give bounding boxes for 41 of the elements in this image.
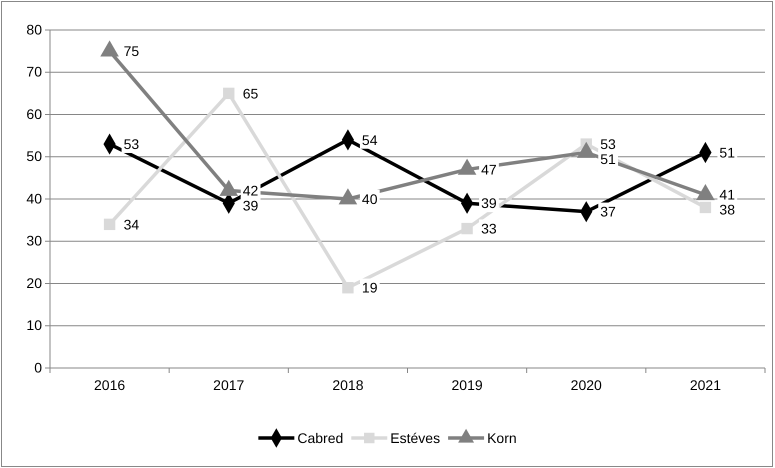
x-tick-label: 2018 — [332, 376, 364, 393]
legend-label: Cabred — [297, 430, 344, 446]
data-label: 47 — [481, 161, 497, 178]
data-label: 39 — [242, 197, 259, 214]
y-tick-label: 30 — [26, 232, 42, 249]
y-tick-label: 20 — [26, 274, 42, 291]
x-tick-label: 2020 — [570, 376, 602, 393]
data-label: 41 — [719, 186, 736, 203]
point — [342, 282, 354, 294]
x-tick-label: 2016 — [94, 376, 126, 393]
data-label: 51 — [600, 150, 616, 167]
data-label: 39 — [481, 195, 497, 212]
data-label: 38 — [719, 202, 736, 218]
x-tick-label: 2017 — [213, 376, 245, 393]
data-label: 19 — [362, 280, 378, 296]
y-tick-label: 0 — [34, 359, 42, 376]
legend-label: Korn — [487, 430, 517, 446]
data-label: 37 — [600, 204, 616, 220]
x-tick-label: 2021 — [690, 376, 722, 393]
data-label: 75 — [124, 43, 140, 60]
data-label: 53 — [600, 136, 616, 152]
y-tick-label: 70 — [26, 64, 42, 80]
data-label: 34 — [124, 216, 140, 232]
point — [700, 202, 712, 214]
y-tick-label: 60 — [26, 106, 42, 122]
y-tick-label: 50 — [26, 148, 42, 164]
data-label: 54 — [362, 132, 378, 148]
data-label: 40 — [362, 190, 378, 207]
data-label: 33 — [481, 220, 497, 236]
point — [104, 218, 116, 230]
data-label: 51 — [719, 144, 736, 160]
point — [223, 88, 234, 100]
point — [461, 222, 473, 234]
y-tick-label: 40 — [26, 190, 42, 206]
legend-label: Estéves — [390, 430, 440, 446]
data-label: 53 — [124, 136, 140, 152]
y-tick-label: 80 — [26, 21, 42, 38]
data-label: 42 — [242, 182, 259, 198]
data-label: 65 — [242, 85, 259, 102]
y-tick-label: 10 — [26, 317, 42, 334]
x-tick-label: 2019 — [452, 376, 483, 393]
